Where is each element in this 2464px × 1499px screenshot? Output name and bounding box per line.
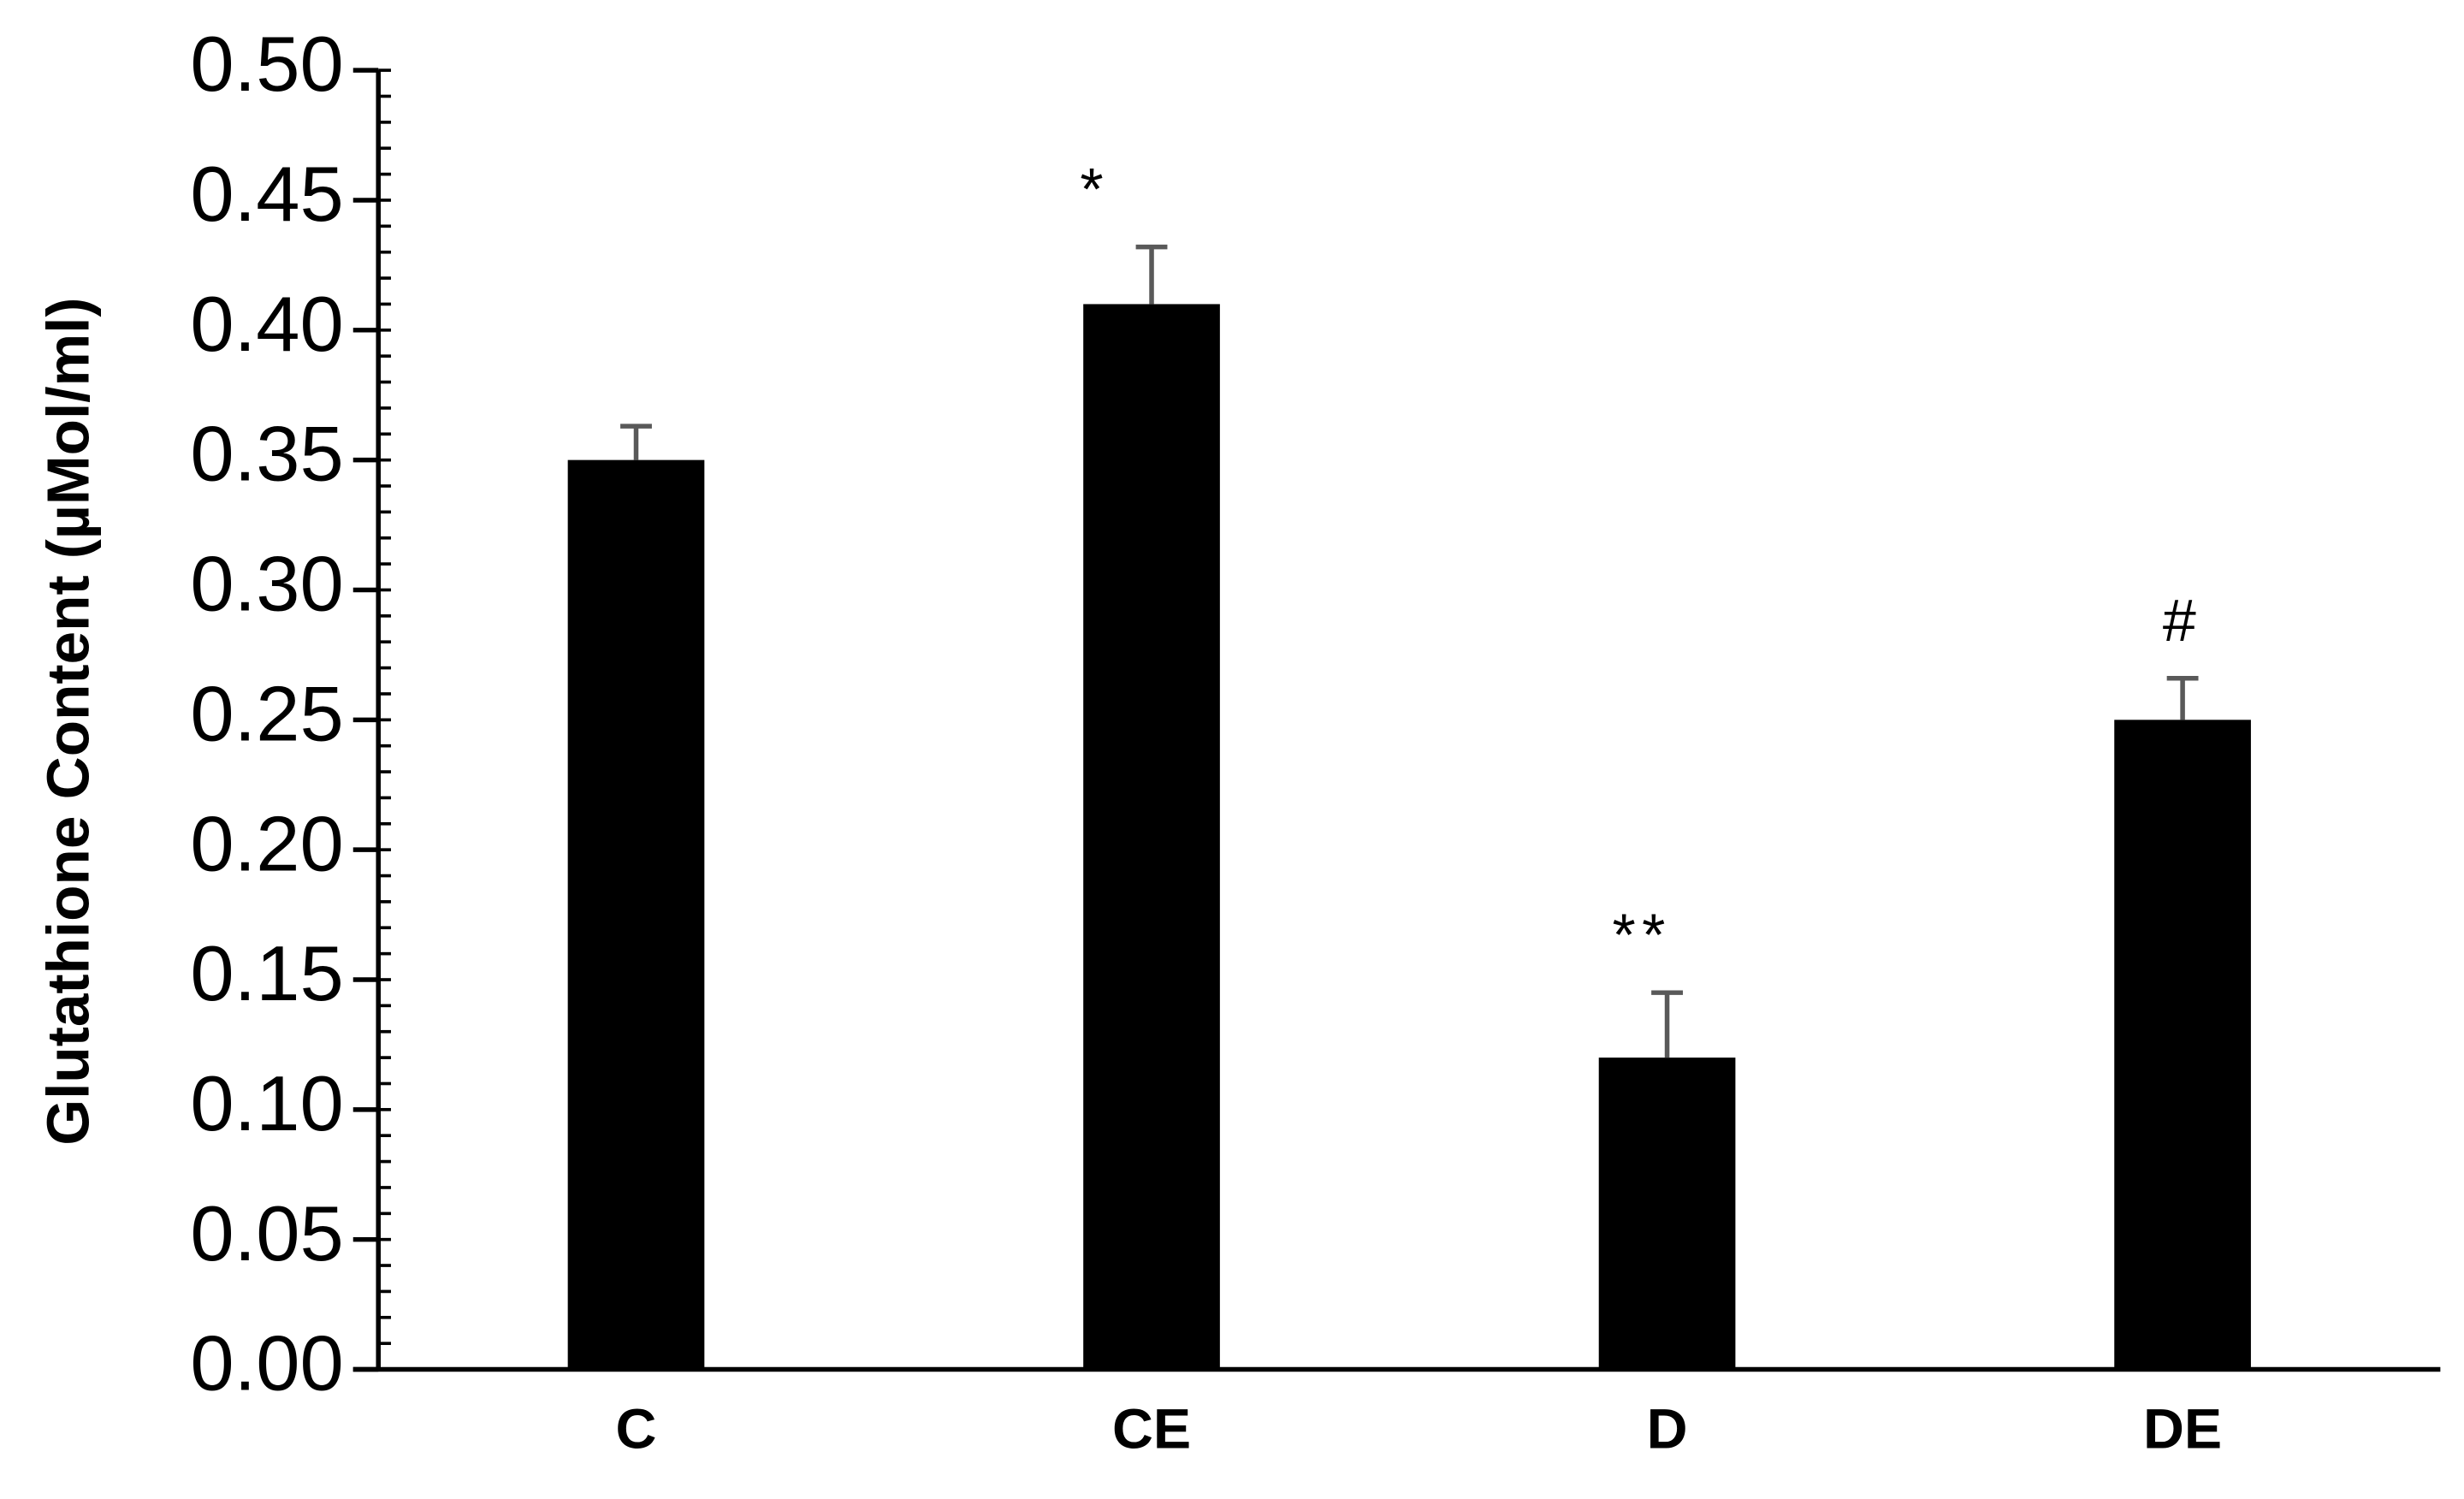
significance-marker: * (1080, 156, 1110, 222)
x-tick-label: CE (1112, 1397, 1191, 1460)
y-tick-label: 0.20 (190, 801, 343, 888)
y-tick-label: 0.05 (190, 1190, 343, 1277)
bar (567, 459, 705, 1370)
x-tick-label: DE (2143, 1397, 2222, 1460)
y-tick-label: 0.35 (190, 411, 343, 498)
y-tick-label: 0.50 (190, 21, 343, 109)
y-axis-label: Glutathione Content (µMol/ml) (34, 298, 101, 1146)
significance-marker: ** (1612, 902, 1671, 969)
error-bar (1135, 244, 1168, 305)
bar (1598, 1058, 1736, 1370)
y-tick-label: 0.45 (190, 151, 343, 238)
bar (2114, 720, 2251, 1370)
bar (1083, 304, 1220, 1370)
significance-marker: # (2163, 587, 2202, 654)
y-tick-label: 0.25 (190, 671, 343, 758)
x-tick-label: D (1647, 1397, 1688, 1460)
error-bar (620, 424, 652, 460)
error-bar (1651, 990, 1683, 1058)
error-bar (2166, 675, 2199, 720)
y-tick-label: 0.10 (190, 1060, 343, 1147)
y-tick-label: 0.00 (190, 1320, 343, 1407)
y-tick-label: 0.15 (190, 931, 343, 1018)
y-tick-label: 0.30 (190, 541, 343, 628)
x-tick-label: C (616, 1397, 657, 1460)
y-tick-label: 0.40 (190, 281, 343, 368)
